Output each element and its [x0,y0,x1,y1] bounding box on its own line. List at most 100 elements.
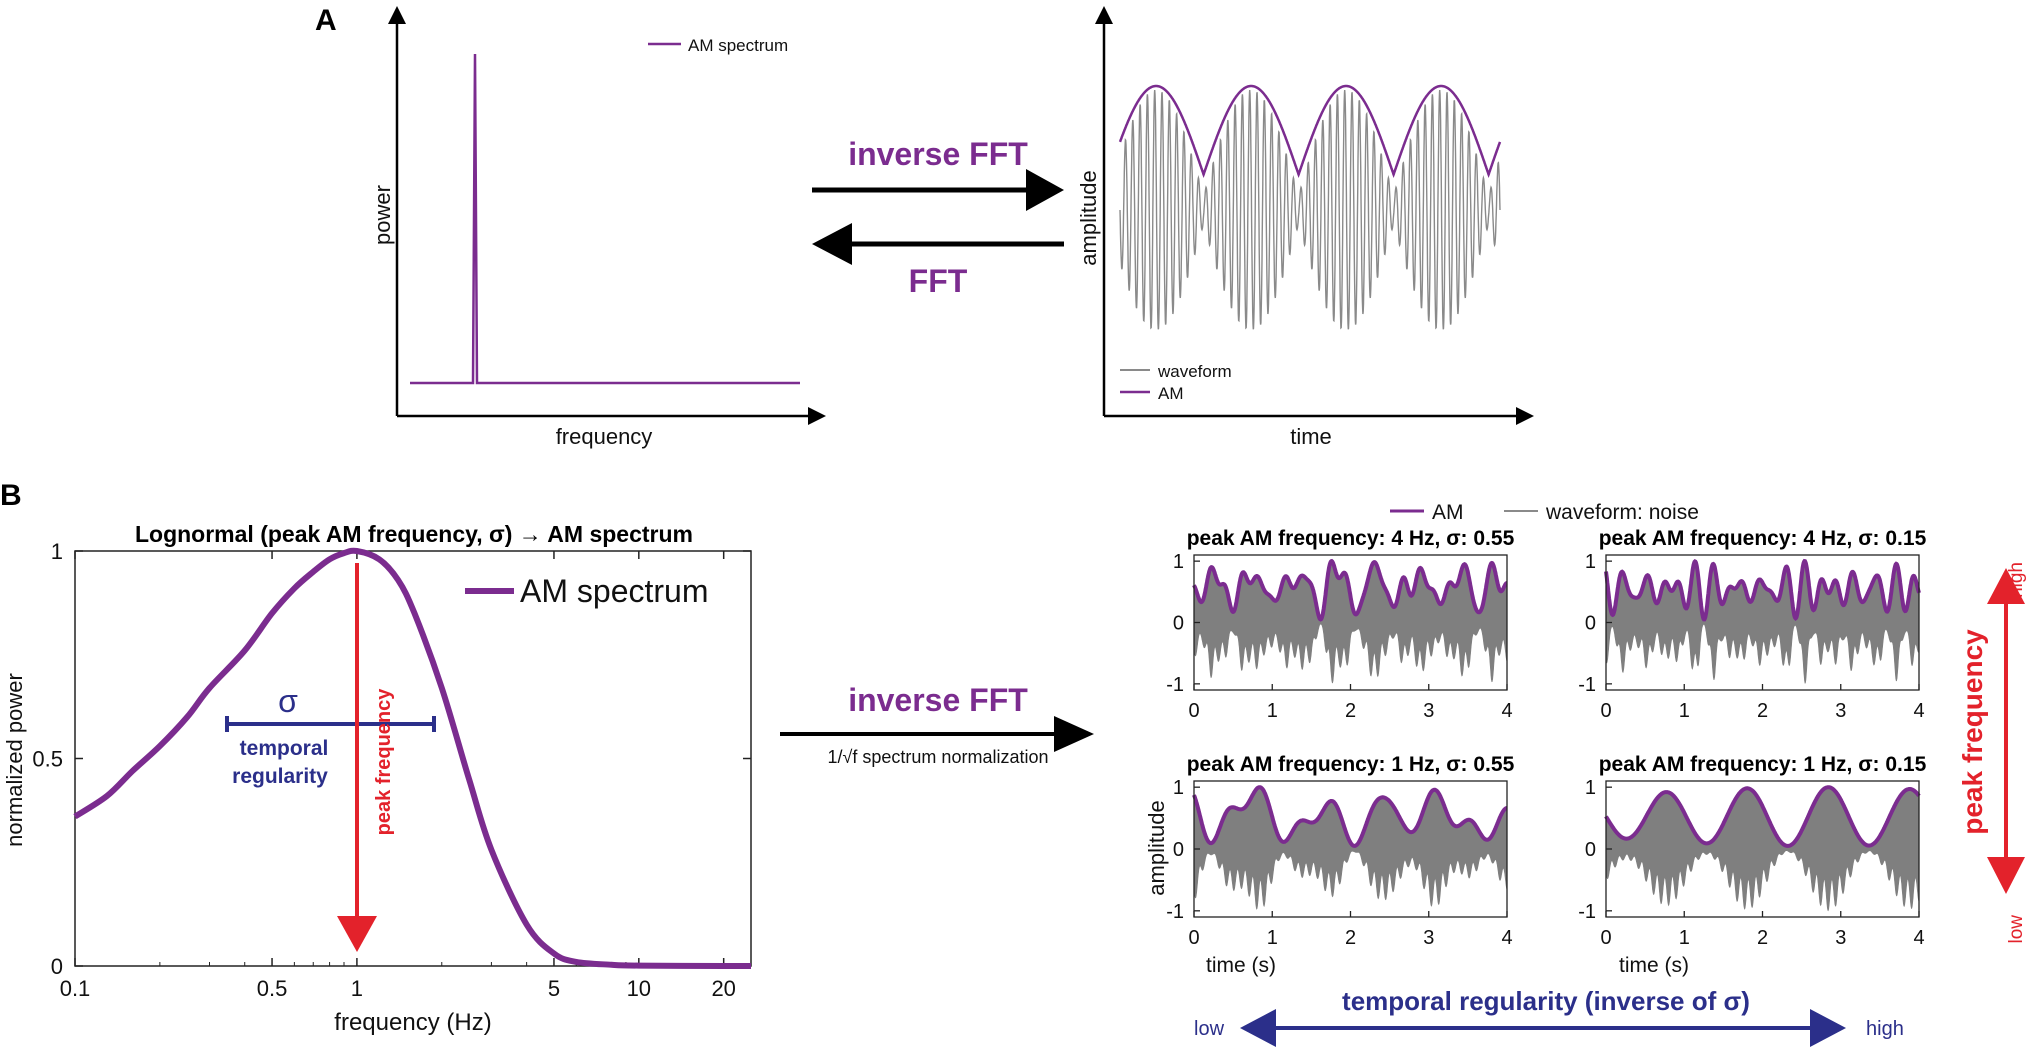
subplot-x-tick-label: 2 [1757,927,1768,949]
subplot-4: peak AM frequency: 1 Hz, σ: 0.150 1 2 3 4-10… [1578,753,1926,949]
subplot-x-tick-label: 1 [1679,927,1690,949]
subplot-y-tick-label: 1 [1173,777,1184,799]
subplot-x-tick-label: 0 [1600,700,1611,722]
peak-frequency-axis-down-head [1987,857,2025,894]
subplot-title: peak AM frequency: 1 Hz, σ: 0.15 [1599,753,1927,776]
subplot-x-tick-label: 2 [1345,927,1356,949]
subplot-x-tick-label: 1 [1267,700,1278,722]
peak-frequency-label-chart: peak frequency [373,688,395,836]
spectrum-x-arrowhead [808,407,826,425]
subplot-am-envelope [1192,558,1508,622]
lognormal-ticks: 0.1 0.5 1 5 10 20 0 0.5 1 [32,539,751,1001]
spectrum-line [410,53,800,385]
waveform-xlabel: time [1290,424,1332,449]
lognormal-ylabel: normalized power [2,673,27,847]
temporal-label-line1: temporal [240,737,329,760]
temporal-regularity-axis-low: low [1194,1018,1225,1040]
waveform-y-arrowhead [1095,6,1113,24]
subplot-am-envelope [1604,785,1921,848]
subplot-x-tick-label: 1 [1267,927,1278,949]
panel-a-arrows: inverse FFT FFT [812,136,1064,299]
y-tick-label: 1 [51,539,63,564]
panel-b-lognormal-chart: Lognormal (peak AM frequency, σ) → AM sp… [2,521,752,1036]
subplot-x-tick-label: 3 [1423,700,1434,722]
panel-b-arrow-head [1054,716,1094,752]
subplot-y-tick-label: 0 [1173,839,1184,861]
subplot-y-tick-label: 0 [1585,839,1596,861]
temporal-label-line2: regularity [232,765,328,788]
peak-frequency-axis-up-head [1987,568,2025,604]
subplot-ylabel: amplitude [1144,800,1169,895]
spectrum-xlabel: frequency [556,424,653,449]
subplot-x-tick-label: 3 [1835,700,1846,722]
panel-a-label: A [315,4,337,37]
peak-frequency-arrow-head [337,916,377,952]
subplot-x-tick-label: 2 [1757,700,1768,722]
subplot-y-tick-label: 0 [1173,613,1184,635]
subplot-legend: AM waveform: noise [1390,501,1699,524]
panel-b-arrow: inverse FFT 1/√f spectrum normalization [780,682,1094,767]
subplot-y-tick-label: 0 [1585,613,1596,635]
subplot-x-tick-label: 3 [1423,927,1434,949]
spectrum-y-arrowhead [388,6,406,24]
inverse-fft-label-b: inverse FFT [848,682,1028,718]
temporal-regularity-axis-label: temporal regularity (inverse of σ) [1342,986,1750,1016]
peak-frequency-axis: peak frequency high low [1957,562,2027,944]
subplot-y-tick-label: 1 [1585,551,1596,573]
subplot-am-envelope [1604,558,1921,622]
fft-label-a: FFT [909,263,968,299]
x-tick-label: 5 [548,976,560,1001]
subplot-x-tick-label: 1 [1679,700,1690,722]
peak-frequency-axis-high: high [2006,562,2027,598]
subplot-1: peak AM frequency: 4 Hz, σ: 0.550 1 2 3 4-10… [1166,527,1514,722]
sigma-symbol: σ [278,683,298,719]
subplot-3: peak AM frequency: 1 Hz, σ: 0.550 1 2 3 4-10… [1166,753,1514,949]
subplot-xlabel-left: time (s) [1206,954,1276,977]
subplot-y-tick-label: -1 [1578,674,1596,696]
x-tick-label: 20 [711,976,735,1001]
waveform-x-arrowhead [1516,407,1534,425]
subplot-legend-am-label: AM [1432,501,1464,524]
subplot-x-tick-label: 0 [1188,927,1199,949]
subplot-waveform [1193,786,1508,910]
panel-a-spectrum: power frequency AM spectrum [370,6,826,449]
subplot-title: peak AM frequency: 1 Hz, σ: 0.55 [1187,753,1515,776]
lognormal-legend-label: AM spectrum [520,573,708,609]
inverse-fft-label-a: inverse FFT [848,136,1028,172]
lognormal-xlabel: frequency (Hz) [334,1009,491,1036]
subplot-x-tick-label: 4 [1913,927,1924,949]
waveform-ylabel: amplitude [1076,170,1101,265]
temporal-regularity-axis: temporal regularity (inverse of σ) low h… [1194,986,1904,1047]
subplot-y-tick-label: 1 [1585,777,1596,799]
peak-frequency-axis-low: low [2006,915,2027,944]
waveform-am-envelope [1118,84,1502,179]
subplot-x-tick-label: 2 [1345,700,1356,722]
temporal-regularity-axis-right-head [1810,1009,1846,1047]
subplot-y-tick-label: 1 [1173,551,1184,573]
spectrum-ylabel: power [370,185,395,245]
spectrum-normalization-label: 1/√f spectrum normalization [828,747,1049,767]
peak-frequency-axis-label: peak frequency [1957,629,1988,835]
subplot-title: peak AM frequency: 4 Hz, σ: 0.15 [1599,527,1927,550]
y-tick-label: 0.5 [32,747,63,772]
subplot-x-tick-label: 4 [1501,927,1512,949]
subplot-x-tick-label: 0 [1600,927,1611,949]
subplots: peak AM frequency: 4 Hz, σ: 0.550 1 2 3 4-10… [1166,527,1926,949]
y-tick-label: 0 [51,954,63,979]
x-tick-label: 10 [627,976,651,1001]
spectrum-legend-label: AM spectrum [688,36,788,55]
subplot-x-tick-label: 4 [1501,700,1512,722]
waveform-legend-label: waveform [1157,362,1232,381]
subplot-2: peak AM frequency: 4 Hz, σ: 0.150 1 2 3 4-10… [1578,527,1926,722]
subplot-x-tick-label: 4 [1913,700,1924,722]
lognormal-title: Lognormal (peak AM frequency, σ) → AM sp… [135,521,693,547]
subplot-y-tick-label: -1 [1166,901,1184,923]
waveform-carrier [1119,90,1501,330]
subplot-am-envelope [1192,785,1508,848]
am-spectrum-curve [73,547,752,970]
subplot-legend-waveform-label: waveform: noise [1545,501,1699,524]
x-tick-label: 1 [351,976,363,1001]
x-tick-label: 0.5 [257,976,288,1001]
subplot-y-tick-label: -1 [1166,674,1184,696]
